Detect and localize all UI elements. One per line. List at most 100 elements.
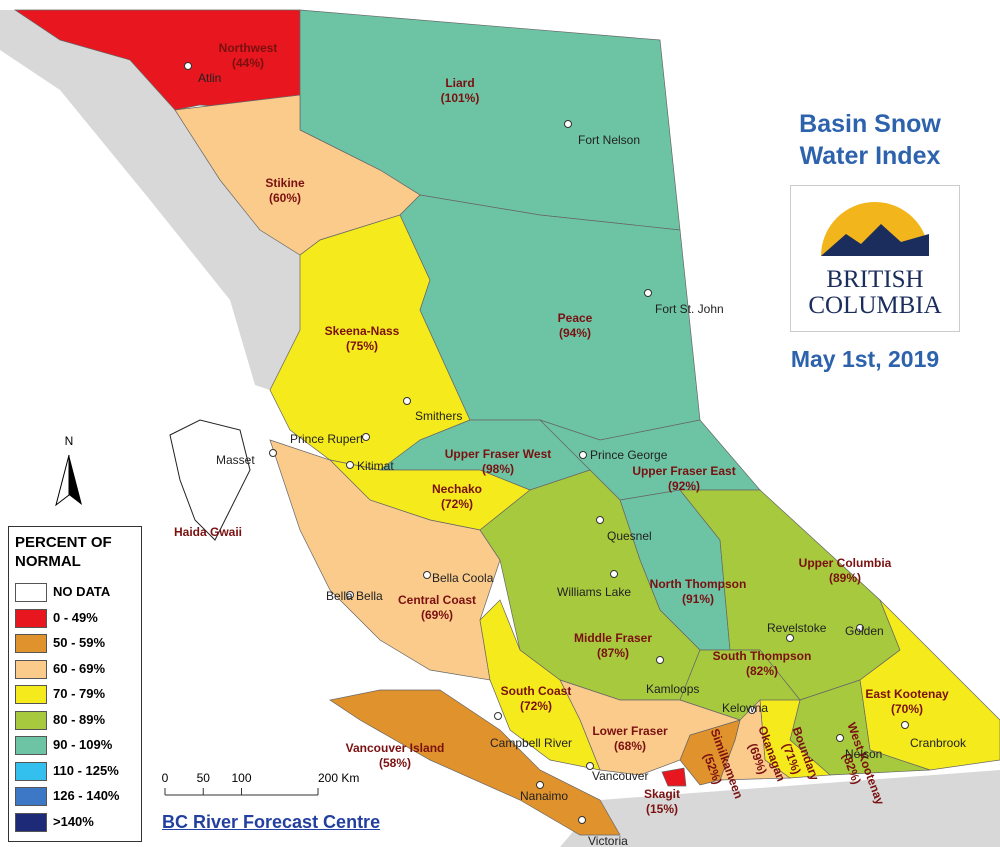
date: May 1st, 2019 [790,346,940,372]
basin-value: (72%) [441,497,473,511]
basin-value: (92%) [668,479,700,493]
legend-label: 0 - 49% [53,609,98,625]
legend-label: 60 - 69% [53,660,106,676]
basin-label: Upper Fraser East(92%) [632,464,735,493]
basin-name: Haida Gwaii [174,525,242,539]
basin-label: Central Coast(69%) [398,593,476,622]
basin-label: Peace(94%) [558,311,593,340]
legend-item: 80 - 89% [15,710,106,731]
basin [479,599,601,771]
basin-name: Peace [558,311,593,325]
city-marker [644,289,652,297]
basin-value: (72%) [520,699,552,713]
basin-value: (98%) [482,462,514,476]
city-name: Revelstoke [767,621,827,635]
basin-name: Central Coast [398,593,476,607]
city-marker [184,62,192,70]
city-marker [346,591,354,599]
basin-label: South Coast(72%) [501,684,572,713]
city-marker [564,120,572,128]
legend-item: 90 - 109% [15,736,112,756]
city-marker [836,734,844,742]
legend-swatch [15,608,47,628]
city-name: Vancouver [592,769,648,783]
legend-label: 70 - 79% [53,685,106,701]
city-marker [362,433,370,441]
legend-label: NO DATA [53,583,111,599]
city-name: Nanaimo [520,789,568,803]
legend-item: NO DATA [15,583,110,603]
basin-label: Haida Gwaii [174,525,242,539]
basin-label: Lower Fraser(68%) [592,724,668,753]
city-marker [856,624,864,632]
basin-label: Skeena-Nass(75%) [325,324,400,353]
basin-label: Upper Columbia(89%) [799,556,892,585]
logo-graphic [821,202,929,256]
legend-label: 50 - 59% [53,634,106,650]
legend-swatch [15,787,47,806]
basin-value: (82%) [746,664,778,678]
basin-name: Upper Fraser West [445,447,551,461]
north-arrow [55,454,70,507]
basin-label: Upper Fraser West(98%) [445,447,551,476]
basin-value: (68%) [614,739,646,753]
legend-item: 60 - 69% [15,659,106,680]
city-name: Bella Bella [326,589,383,603]
city-name: Cranbrook [910,736,967,750]
basins [13,9,1000,836]
legend-swatch [15,583,47,602]
city-name: Fort St. John [655,302,724,316]
legend-title: PERCENT OF NORMAL [15,534,112,570]
city-marker [269,449,277,457]
basin-label: Liard(101%) [441,76,480,105]
basin-value: (15%) [646,802,678,816]
city-name: Kitimat [357,459,394,473]
city-marker [656,656,664,664]
legend-label: 80 - 89% [53,711,106,727]
basin-value: (91%) [682,592,714,606]
city-marker [596,516,604,524]
basin-value: (58%) [379,756,411,770]
land [560,770,1000,847]
basin-label: Boundary(71%) [780,725,822,783]
credit: BC River Forecast Centre [162,812,381,832]
city-name: Quesnel [607,529,652,543]
basin [329,689,621,836]
legend-swatch [15,685,47,704]
land [0,10,300,390]
scale-label: 0 [162,771,169,785]
legend-label: >140% [53,813,94,829]
city-name: Smithers [415,409,462,423]
city-marker [403,397,411,405]
basin-value: (101%) [441,91,480,105]
city-name: Kelowna [722,701,768,715]
basin-name: Lower Fraser [592,724,668,738]
basin-name: Liard [445,76,474,90]
basin-label: Northwest(44%) [219,41,278,70]
legend-item: 126 - 140% [15,787,120,807]
legend-swatch [15,659,47,679]
legend-label: 126 - 140% [53,787,120,803]
basin-value: (70%) [891,702,923,716]
city-marker [579,451,587,459]
legend-swatch [15,634,47,653]
basin-label: Vancouver Island(58%) [346,741,445,770]
basin-name: Vancouver Island [346,741,445,755]
city-marker [578,816,586,824]
scale-label: 200 Km [318,771,359,785]
legend-swatch [15,736,47,755]
basin-value: (89%) [829,571,861,585]
basin-name: South Coast [501,684,572,698]
logo: BRITISH COLUMBIA [790,185,960,332]
legend-swatch [15,761,47,781]
city-marker [901,721,909,729]
basin-name: South Thompson [713,649,812,663]
basin-label: Skagit(15%) [644,787,680,816]
basin [661,767,687,787]
logo-line: BRITISH [826,266,924,293]
basin-label: East Kootenay(70%) [865,687,949,716]
legend-swatch [15,710,47,730]
city-name: Masset [216,453,255,467]
